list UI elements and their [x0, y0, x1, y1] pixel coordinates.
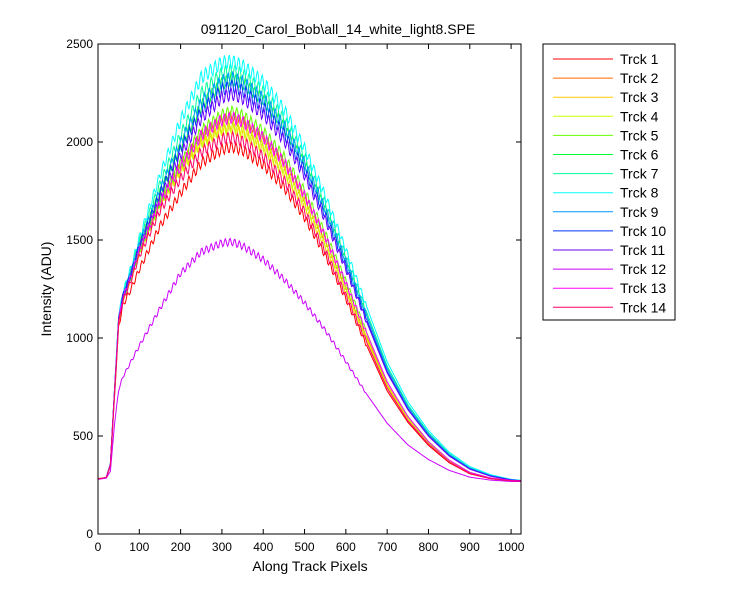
x-tick-label: 500 — [295, 540, 315, 554]
y-axis: 0 500 1000 1500 2000 2500 — [66, 37, 521, 541]
series-line-trck-14 — [98, 129, 521, 482]
axes-frame — [97, 43, 522, 535]
legend-box — [542, 43, 676, 321]
y-tick-label: 0 — [86, 527, 93, 541]
x-tick-label: 0 — [95, 540, 102, 554]
x-axis-label: Along Track Pixels — [252, 558, 367, 574]
legend-label-trck-11: Trck 11 — [620, 242, 665, 258]
series-line-trck-12 — [98, 237, 521, 482]
series-line-trck-11 — [98, 87, 521, 482]
legend-label-trck-5: Trck 5 — [620, 127, 659, 143]
y-tick-label: 2000 — [66, 135, 93, 149]
y-axis-label: Intensity (ADU) — [38, 242, 54, 337]
legend-label-trck-4: Trck 4 — [620, 108, 659, 124]
legend-label-trck-10: Trck 10 — [620, 223, 666, 239]
legend-label-trck-12: Trck 12 — [620, 261, 666, 277]
legend-label-trck-6: Trck 6 — [620, 147, 659, 163]
y-tick-label: 1000 — [66, 331, 93, 345]
legend-label-trck-13: Trck 13 — [620, 280, 666, 296]
x-tick-label: 800 — [418, 540, 438, 554]
x-tick-label: 100 — [129, 540, 149, 554]
x-tick-label: 1000 — [498, 540, 525, 554]
plot-area: 0 100 200 300 400 500 600 700 800 900 1000 0 500 100… — [66, 37, 524, 554]
legend-items: Trck 1 Trck 2 Trck 3 Trck 4 Trck 5 Trck 6 Trck… — [553, 51, 666, 315]
series-line-trck-1 — [98, 140, 521, 482]
chart-title: 091120_Carol_Bob\all_14_white_light8.SPE — [201, 21, 476, 37]
series-line-trck-13 — [98, 110, 521, 482]
legend-label-trck-2: Trck 2 — [620, 70, 659, 86]
x-tick-label: 900 — [460, 540, 480, 554]
x-tick-label: 700 — [377, 540, 397, 554]
x-axis: 0 100 200 300 400 500 600 700 800 900 1000 — [95, 44, 525, 554]
x-tick-label: 400 — [253, 540, 273, 554]
legend: Trck 1 Trck 2 Trck 3 Trck 4 Trck 5 Trck 6 Trck… — [542, 43, 676, 321]
legend-label-trck-14: Trck 14 — [620, 299, 666, 315]
legend-label-trck-8: Trck 8 — [620, 185, 659, 201]
series-group — [98, 54, 521, 482]
axes-background — [98, 44, 521, 534]
legend-label-trck-3: Trck 3 — [620, 89, 659, 105]
y-tick-label: 2500 — [66, 37, 93, 51]
x-tick-label: 300 — [212, 540, 232, 554]
legend-label-trck-1: Trck 1 — [620, 51, 659, 67]
series-line-trck-8 — [98, 54, 521, 481]
series-line-trck-9 — [98, 70, 521, 482]
legend-label-trck-7: Trck 7 — [620, 166, 659, 182]
x-tick-label: 600 — [336, 540, 356, 554]
y-tick-label: 500 — [73, 429, 93, 443]
x-tick-label: 200 — [171, 540, 191, 554]
y-tick-label: 1500 — [66, 233, 93, 247]
series-line-trck-7 — [98, 63, 521, 481]
legend-label-trck-9: Trck 9 — [620, 204, 659, 220]
